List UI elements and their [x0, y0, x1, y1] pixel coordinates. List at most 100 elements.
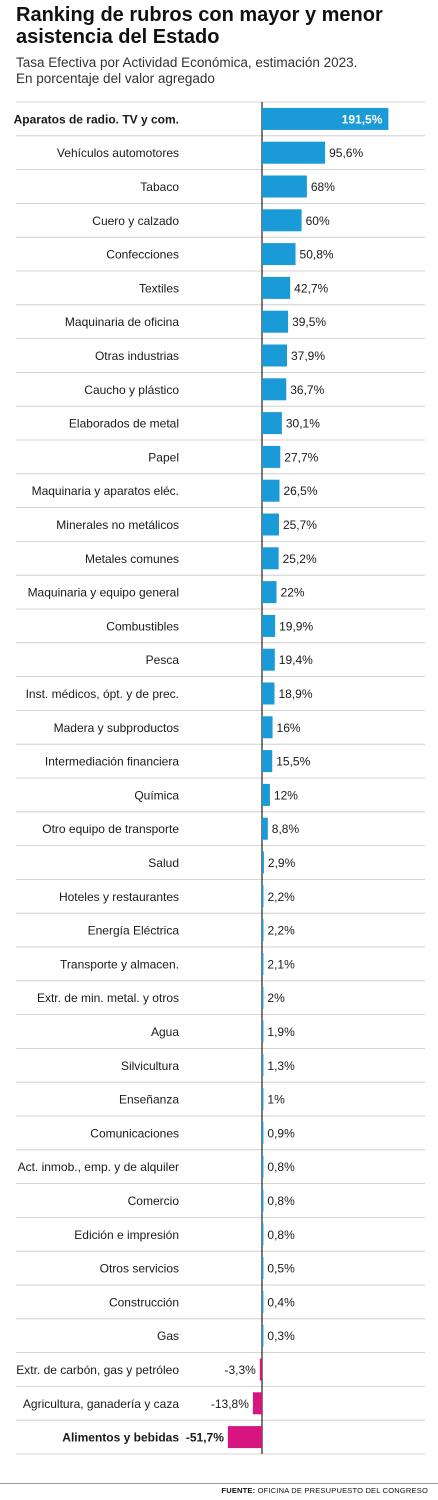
- bar: [262, 986, 264, 1009]
- category-label: Química: [134, 788, 179, 802]
- value-label: 2%: [267, 991, 285, 1005]
- category-label: Comunicaciones: [90, 1126, 179, 1140]
- bar: [262, 276, 291, 299]
- bar: [262, 614, 276, 637]
- value-label: 15,5%: [276, 755, 310, 769]
- category-label: Agua: [151, 1025, 179, 1039]
- value-label: 95,6%: [329, 146, 363, 160]
- value-label: 1,3%: [267, 1059, 295, 1073]
- category-label: Cuero y calzado: [92, 214, 179, 228]
- bar: [262, 1324, 264, 1347]
- value-label: 30,1%: [286, 417, 320, 431]
- value-label: 25,2%: [283, 552, 317, 566]
- value-label: 2,2%: [267, 924, 295, 938]
- bar: [262, 412, 282, 435]
- bar: [227, 1426, 262, 1449]
- category-label: Otro equipo de transporte: [42, 822, 179, 836]
- category-label: Energía Eléctrica: [88, 924, 180, 938]
- bar: [262, 1020, 264, 1043]
- value-label: 0,9%: [267, 1126, 295, 1140]
- bar: [262, 851, 264, 874]
- category-label: Maquinaria y equipo general: [28, 586, 179, 600]
- bar: [262, 445, 281, 468]
- value-label: 37,9%: [291, 349, 325, 363]
- bar: [262, 581, 277, 604]
- value-label: 68%: [311, 180, 335, 194]
- value-label: 36,7%: [290, 383, 324, 397]
- bar: [252, 1392, 262, 1415]
- category-label: Extr. de min. metal. y otros: [37, 991, 179, 1005]
- bar: [262, 209, 302, 232]
- category-label: Salud: [148, 856, 179, 870]
- category-label: Enseñanza: [119, 1093, 179, 1107]
- bar: [262, 1189, 264, 1212]
- category-label: Silvicultura: [121, 1059, 179, 1073]
- bar: [262, 513, 279, 536]
- bar: [262, 1223, 264, 1246]
- value-label: 0,3%: [267, 1329, 295, 1343]
- value-label: 26,5%: [283, 484, 317, 498]
- value-label: -51,7%: [186, 1431, 224, 1445]
- bar: [262, 1054, 264, 1077]
- bar: [262, 479, 280, 502]
- value-label: 42,7%: [294, 281, 328, 295]
- bar: [262, 378, 287, 401]
- bar: [262, 750, 273, 773]
- value-label: 2,1%: [267, 957, 295, 971]
- bar: [262, 817, 268, 840]
- value-label: 19,4%: [279, 653, 313, 667]
- category-label: Intermediación financiera: [45, 755, 179, 769]
- category-label: Metales comunes: [85, 552, 179, 566]
- bar: [262, 547, 279, 570]
- bar: [262, 1290, 264, 1313]
- category-label: Madera y subproductos: [54, 721, 179, 735]
- bar: [262, 1121, 264, 1144]
- category-label: Otras industrias: [95, 349, 179, 363]
- category-label: Hoteles y restaurantes: [59, 890, 179, 904]
- value-label: 60%: [306, 214, 330, 228]
- category-label: Inst. médicos, ópt. y de prec.: [26, 687, 179, 701]
- value-label: -3,3%: [224, 1363, 256, 1377]
- value-label: 18,9%: [278, 687, 312, 701]
- bar: [262, 141, 326, 164]
- bar: [262, 919, 264, 942]
- bar: [262, 682, 275, 705]
- chart-title: Ranking de rubros con mayor y menor asis…: [16, 4, 383, 48]
- value-label: 50,8%: [300, 248, 334, 262]
- category-label: Textiles: [139, 281, 179, 295]
- category-label: Otros servicios: [100, 1262, 179, 1276]
- category-label: Extr. de carbón, gas y petróleo: [16, 1363, 179, 1377]
- category-label: Aparatos de radio. TV y com.: [14, 112, 179, 126]
- value-label: 2,2%: [267, 890, 295, 904]
- value-label: 1,9%: [267, 1025, 295, 1039]
- value-label: 1%: [267, 1093, 285, 1107]
- category-label: Act. inmob., emp. y de alquiler: [18, 1160, 179, 1174]
- bar: [262, 1155, 264, 1178]
- value-label: 25,7%: [283, 518, 317, 532]
- category-label: Vehículos automotores: [57, 146, 179, 160]
- category-label: Transporte y almacen.: [60, 957, 179, 971]
- subtitle-line-2: En porcentaje del valor agregado: [16, 71, 215, 86]
- value-label: 16%: [277, 721, 301, 735]
- bar: [262, 952, 264, 975]
- category-label: Elaborados de metal: [69, 417, 179, 431]
- category-label: Edición e impresión: [74, 1228, 179, 1242]
- value-label: 2,9%: [268, 856, 296, 870]
- category-label: Minerales no metálicos: [56, 518, 179, 532]
- bar: [262, 175, 307, 198]
- bar: [262, 648, 275, 671]
- bar: [262, 310, 289, 333]
- bar: [262, 716, 273, 739]
- category-label: Pesca: [146, 653, 180, 667]
- value-label: 0,8%: [267, 1194, 295, 1208]
- source-note: FUENTE: OFICINA DE PRESUPUESTO DEL CONGR…: [221, 1486, 428, 1495]
- value-label: 22%: [281, 586, 305, 600]
- bar: [262, 783, 270, 806]
- value-label: 12%: [274, 788, 298, 802]
- subtitle-line-1: Tasa Efectiva por Actividad Económica, e…: [16, 55, 358, 70]
- source-footer: FUENTE: OFICINA DE PRESUPUESTO DEL CONGR…: [0, 1483, 438, 1495]
- category-label: Combustibles: [106, 619, 179, 633]
- value-label: 39,5%: [292, 315, 326, 329]
- value-label: 0,8%: [267, 1160, 295, 1174]
